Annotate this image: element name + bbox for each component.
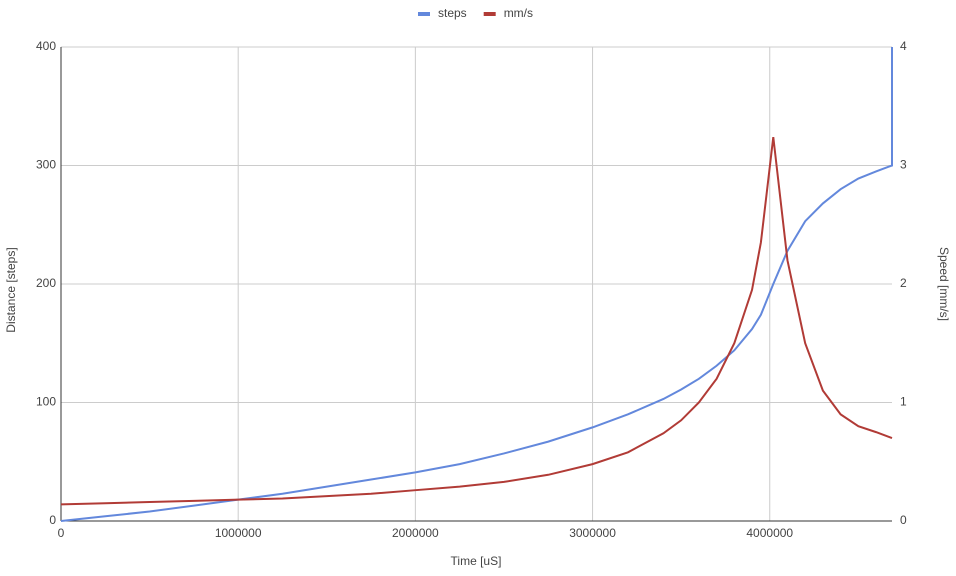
y-tick-label: 100 <box>36 395 56 409</box>
x-tick-label: 1000000 <box>215 526 262 540</box>
y-tick-label: 300 <box>36 158 56 172</box>
series-line <box>60 136 893 506</box>
y2-axis-title: Speed [mm/s] <box>937 247 951 321</box>
x-tick-label: 4000000 <box>746 526 793 540</box>
y2-tick-label: 4 <box>900 39 907 53</box>
legend-swatch <box>418 12 430 16</box>
x-axis-title: Time [uS] <box>451 554 502 568</box>
y-tick-label: 200 <box>36 276 56 290</box>
x-tick-label: 2000000 <box>392 526 439 540</box>
legend-swatch <box>483 12 496 16</box>
y2-tick-label: 2 <box>900 276 907 290</box>
legend-label: steps <box>438 6 467 20</box>
x-tick-label: 0 <box>58 526 65 540</box>
y-axis-title: Distance [steps] <box>4 247 18 332</box>
series-line <box>60 47 893 522</box>
y2-tick-label: 3 <box>900 158 907 172</box>
y-tick-label: 0 <box>49 513 56 527</box>
y2-tick-label: 0 <box>900 513 907 527</box>
y-tick-label: 400 <box>36 39 56 53</box>
y2-tick-label: 1 <box>900 395 907 409</box>
legend-label: mm/s <box>504 6 533 20</box>
x-tick-label: 3000000 <box>569 526 616 540</box>
